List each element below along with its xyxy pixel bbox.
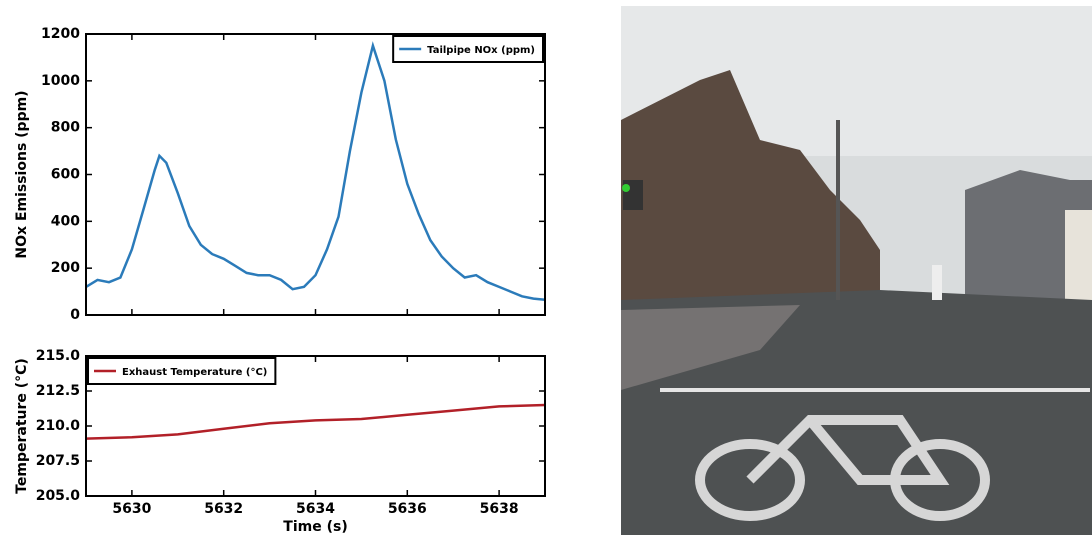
data-line	[85, 41, 546, 302]
x-tick-label: 5636	[388, 501, 427, 517]
plot-frame	[85, 33, 546, 316]
y-axis-label: Temperature (°C)	[14, 358, 30, 494]
y-tick-label: 210.0	[36, 418, 81, 434]
plot-frame	[85, 355, 546, 497]
x-axis-label: Time (s)	[283, 519, 347, 535]
y-tick-label: 800	[51, 120, 80, 136]
y-tick-label: 207.5	[36, 453, 80, 469]
x-tick-label: 5638	[480, 501, 519, 517]
legend-label: Exhaust Temperature (°C)	[122, 367, 267, 378]
y-tick-label: 205.0	[36, 488, 81, 504]
legend-box	[87, 357, 277, 385]
y-tick-label: 212.5	[36, 383, 80, 399]
legend-label: Tailpipe NOx (ppm)	[427, 45, 535, 56]
y-tick-label: 0	[70, 307, 80, 323]
y-tick-label: 1000	[41, 73, 80, 89]
x-tick-label: 5634	[296, 501, 335, 517]
legend: Tailpipe NOx (ppm)	[392, 35, 544, 63]
y-tick-label: 400	[51, 213, 80, 229]
y-axis-label: NOx Emissions (ppm)	[14, 90, 30, 258]
x-tick-label: 5632	[204, 501, 243, 517]
legend: Exhaust Temperature (°C)	[87, 357, 277, 385]
y-tick-label: 200	[51, 260, 80, 276]
street-photo	[621, 6, 1092, 535]
y-tick-label: 600	[51, 167, 80, 183]
data-line	[85, 403, 546, 440]
x-tick-label: 5630	[112, 501, 151, 517]
y-tick-label: 215.0	[36, 348, 81, 364]
y-tick-label: 1200	[41, 26, 80, 42]
